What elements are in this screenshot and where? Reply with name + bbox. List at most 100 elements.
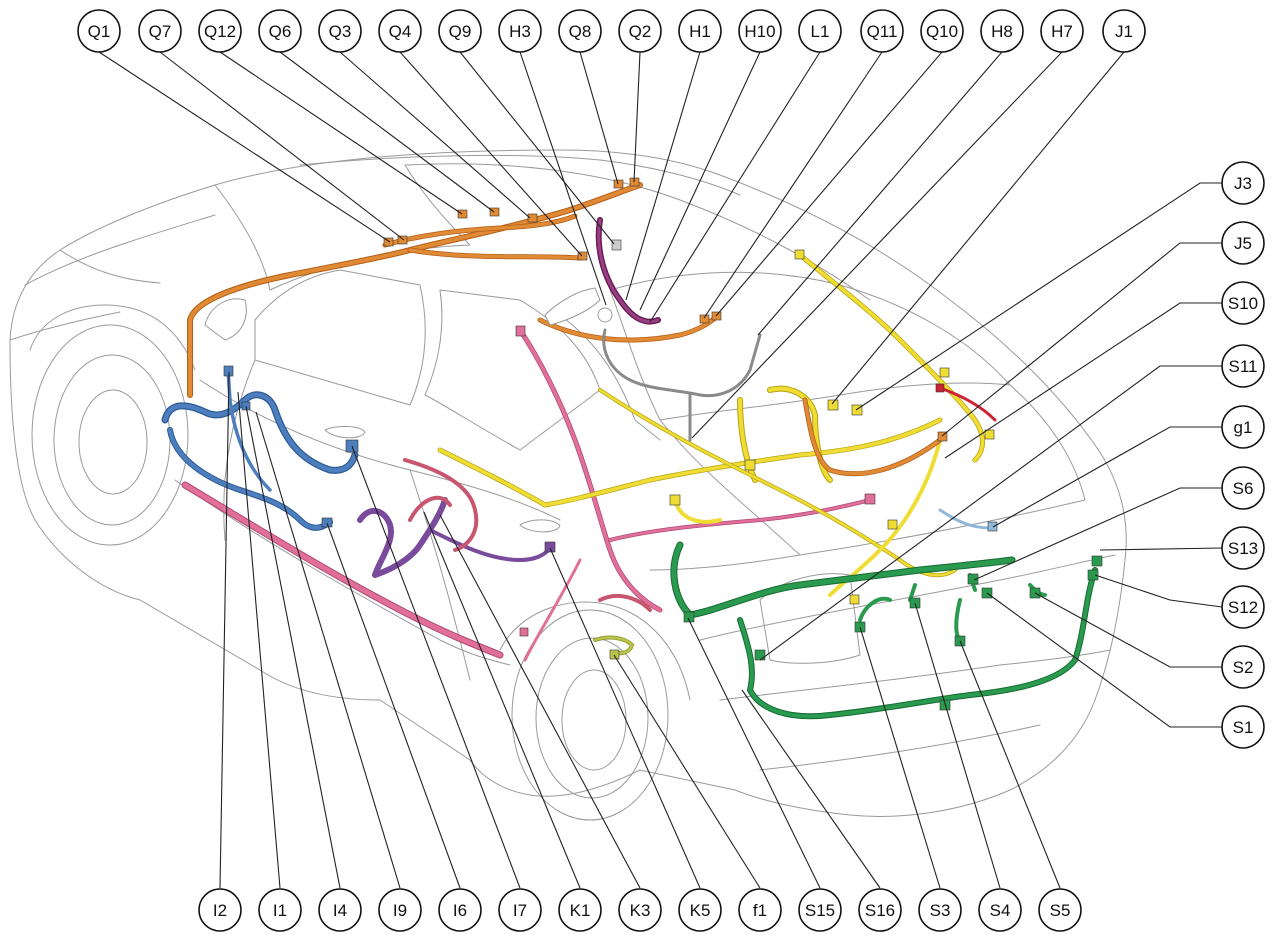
callout-H8: H8: [980, 9, 1024, 53]
red-wire: [935, 383, 997, 422]
leader-H3: [519, 51, 607, 306]
leader-H8: [757, 51, 1003, 336]
svg-text:S11: S11: [1229, 357, 1258, 376]
leader-S3: [859, 626, 941, 889]
svg-text:S6: S6: [1233, 479, 1254, 498]
svg-text:I1: I1: [273, 901, 287, 920]
leader-L1: [649, 51, 821, 323]
light-blue-lead: [938, 508, 998, 532]
rear-deck-harness: [802, 397, 948, 477]
leader-Q7: [159, 51, 405, 241]
callout-K5: K5: [678, 888, 722, 932]
leader-K5: [549, 547, 701, 889]
callout-S4: S4: [978, 888, 1022, 932]
instrument-panel-harness: [161, 365, 359, 531]
svg-text:S2: S2: [1233, 658, 1254, 677]
callout-Q2: Q2: [618, 9, 662, 53]
leader-Q1: [98, 51, 391, 243]
svg-text:I4: I4: [333, 901, 347, 920]
svg-text:Q4: Q4: [389, 22, 412, 41]
svg-text:K5: K5: [690, 901, 711, 920]
leader-S5: [959, 640, 1061, 889]
leader-I2: [219, 371, 230, 889]
leader-I4: [245, 405, 341, 889]
overhead-harness: [595, 217, 661, 325]
leader-Q8: [579, 51, 619, 185]
svg-text:H8: H8: [991, 22, 1013, 41]
leader-Q10: [715, 51, 943, 317]
svg-text:L1: L1: [811, 22, 830, 41]
leader-I1: [237, 391, 281, 889]
svg-text:I2: I2: [213, 901, 227, 920]
leader-Q6: [279, 51, 495, 213]
svg-text:H1: H1: [689, 22, 711, 41]
svg-text:S3: S3: [930, 901, 951, 920]
rear-door-harness: [403, 458, 652, 612]
callout-I9: I9: [378, 888, 422, 932]
svg-text:I9: I9: [393, 901, 407, 920]
leader-Q12: [219, 51, 463, 215]
antenna-cable: [544, 287, 762, 442]
callout-S12: S12: [1221, 585, 1265, 629]
callout-Q3: Q3: [318, 9, 362, 53]
callout-Q6: Q6: [258, 9, 302, 53]
callout-I4: I4: [318, 888, 362, 932]
leader-S6: [973, 487, 1222, 581]
callout-Q4: Q4: [378, 9, 422, 53]
callout-I2: I2: [198, 888, 242, 932]
callout-S13: S13: [1221, 526, 1265, 570]
leader-H10: [639, 51, 761, 311]
leader-S2: [1034, 592, 1222, 668]
leader-S4: [914, 602, 1001, 889]
leader-Q9: [459, 51, 615, 245]
leader-S1: [986, 592, 1222, 728]
leader-lines: [98, 51, 1223, 889]
svg-text:Q2: Q2: [629, 22, 652, 41]
callout-f1: f1: [738, 888, 782, 932]
svg-text:S13: S13: [1228, 539, 1258, 558]
svg-text:H7: H7: [1051, 22, 1073, 41]
callout-K1: K1: [558, 888, 602, 932]
leader-J1: [831, 51, 1125, 405]
svg-text:J5: J5: [1234, 234, 1252, 253]
leader-J5: [941, 242, 1222, 437]
callout-J1: J1: [1102, 9, 1146, 53]
leader-S13: [1099, 547, 1223, 551]
svg-text:S15: S15: [805, 901, 835, 920]
callout-S11: S11: [1221, 344, 1265, 388]
svg-text:S10: S10: [1228, 294, 1258, 313]
svg-text:S4: S4: [990, 901, 1011, 920]
svg-text:Q6: Q6: [269, 22, 292, 41]
leader-f1: [613, 654, 761, 889]
leader-I9: [255, 411, 401, 889]
svg-text:H10: H10: [744, 22, 775, 41]
leader-Q2: [633, 51, 641, 183]
callout-S16: S16: [858, 888, 902, 932]
callout-Q9: Q9: [438, 9, 482, 53]
svg-text:Q1: Q1: [88, 22, 111, 41]
callout-Q11: Q11: [860, 9, 904, 53]
svg-text:K3: K3: [630, 901, 651, 920]
svg-text:Q7: Q7: [149, 22, 172, 41]
svg-text:K1: K1: [570, 901, 591, 920]
leader-K1: [423, 511, 581, 889]
callout-S6: S6: [1221, 466, 1265, 510]
svg-text:S16: S16: [865, 901, 895, 920]
luggage-harness: [437, 249, 995, 605]
floor-harness: [181, 325, 876, 662]
callout-H10: H10: [738, 9, 782, 53]
leader-J3: [855, 182, 1222, 411]
callout-H7: H7: [1040, 9, 1084, 53]
leader-H1: [625, 51, 701, 301]
svg-text:f1: f1: [753, 901, 767, 920]
callout-Q8: Q8: [558, 9, 602, 53]
callout-g1: g1: [1221, 405, 1265, 449]
callout-Q7: Q7: [138, 9, 182, 53]
leader-Q11: [703, 51, 883, 319]
leader-g1: [992, 426, 1222, 528]
callout-S2: S2: [1221, 645, 1265, 689]
callout-H1: H1: [678, 9, 722, 53]
leader-S15: [687, 617, 821, 889]
leader-S11: [759, 365, 1222, 661]
